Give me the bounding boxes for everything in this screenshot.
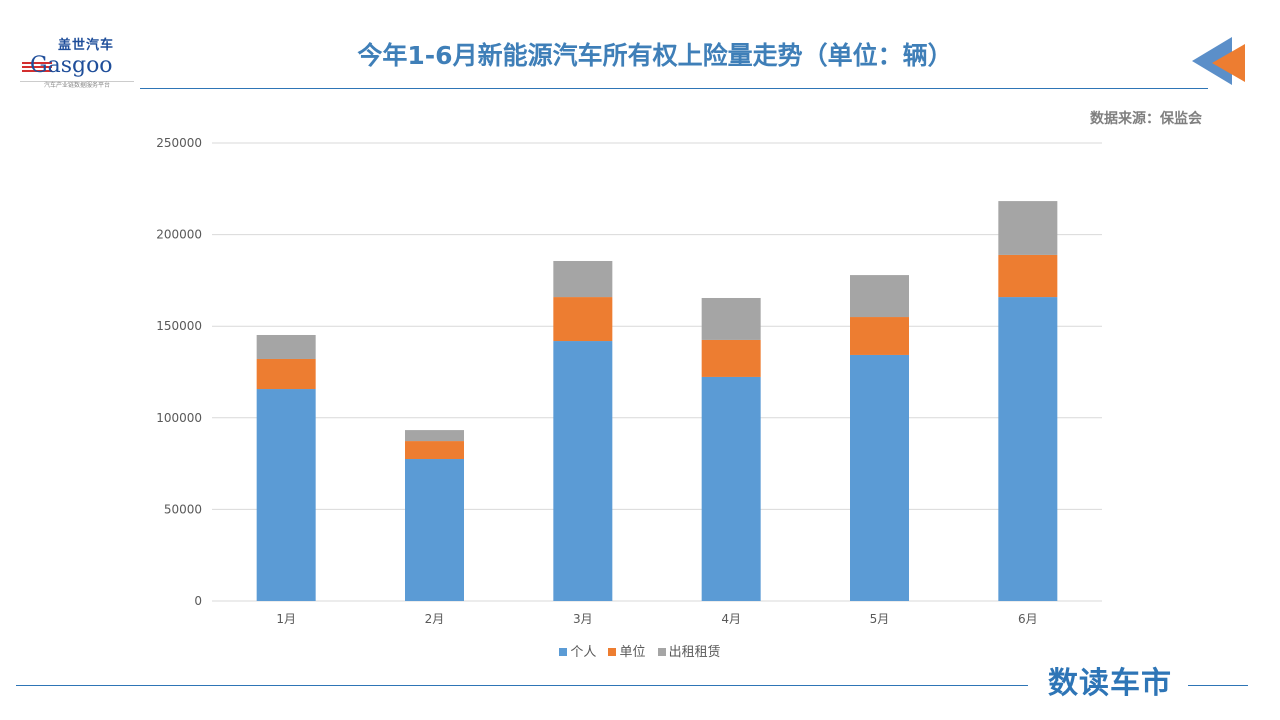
x-tick-label: 3月 xyxy=(573,612,593,626)
bar-segment xyxy=(553,297,613,342)
y-tick-label: 50000 xyxy=(164,502,202,516)
legend-item-unit: 单位 xyxy=(608,645,646,660)
y-tick-label: 200000 xyxy=(156,228,202,242)
footer-line-left xyxy=(16,685,1028,686)
footer-line-right xyxy=(1188,685,1248,686)
bar-segment xyxy=(405,430,464,442)
x-tick-label: 2月 xyxy=(425,612,445,626)
x-tick-label: 1月 xyxy=(276,612,296,626)
bar-segment xyxy=(850,354,909,601)
legend-item-rental: 出租租赁 xyxy=(657,645,721,660)
bar-segment xyxy=(256,389,316,601)
x-tick-label: 5月 xyxy=(870,612,890,626)
x-tick-label: 4月 xyxy=(721,612,741,626)
y-tick-label: 150000 xyxy=(156,319,202,333)
title-divider xyxy=(140,88,1208,89)
bar-segment xyxy=(850,275,909,318)
bar-segment xyxy=(701,339,761,377)
y-tick-label: 250000 xyxy=(156,136,202,150)
bar-segment xyxy=(256,358,316,390)
bar-segment xyxy=(998,254,1058,298)
bar-segment xyxy=(553,341,613,601)
bar-segment xyxy=(850,317,909,355)
y-tick-label: 0 xyxy=(194,594,202,608)
bar-segment xyxy=(701,297,761,340)
bar-segment xyxy=(405,459,464,601)
gasgoo-logo: 盖世汽车 Gasgoo 汽车产业链数据服务平台 xyxy=(20,38,136,90)
page-title: 今年1-6月新能源汽车所有权上险量走势（单位：辆） xyxy=(357,41,953,70)
y-tick-label: 100000 xyxy=(156,411,202,425)
legend: 个人 单位 出租租赁 xyxy=(0,641,1280,660)
brand-logo: 数读车市 xyxy=(1048,666,1172,701)
bar-segment xyxy=(998,201,1058,255)
data-source: 数据来源：保监会 xyxy=(1090,111,1202,127)
bar-segment xyxy=(256,334,316,359)
bar-segment xyxy=(405,441,464,460)
x-tick-label: 6月 xyxy=(1018,612,1038,626)
bar-segment xyxy=(998,297,1058,601)
legend-item-personal: 个人 xyxy=(559,645,596,660)
bar-segment xyxy=(701,376,761,601)
bar-segment xyxy=(553,260,613,298)
